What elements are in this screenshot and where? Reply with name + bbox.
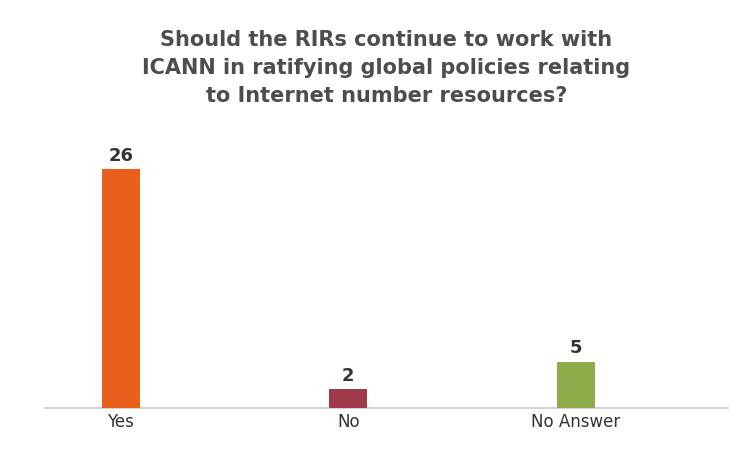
Text: 26: 26 [108,147,134,165]
Bar [102,169,140,408]
Bar [556,362,595,408]
Text: 2: 2 [342,367,355,385]
Title: Should the RIRs continue to work with
ICANN in ratifying global policies relatin: Should the RIRs continue to work with IC… [142,30,630,106]
Bar [329,389,368,408]
Text: 5: 5 [569,339,582,357]
